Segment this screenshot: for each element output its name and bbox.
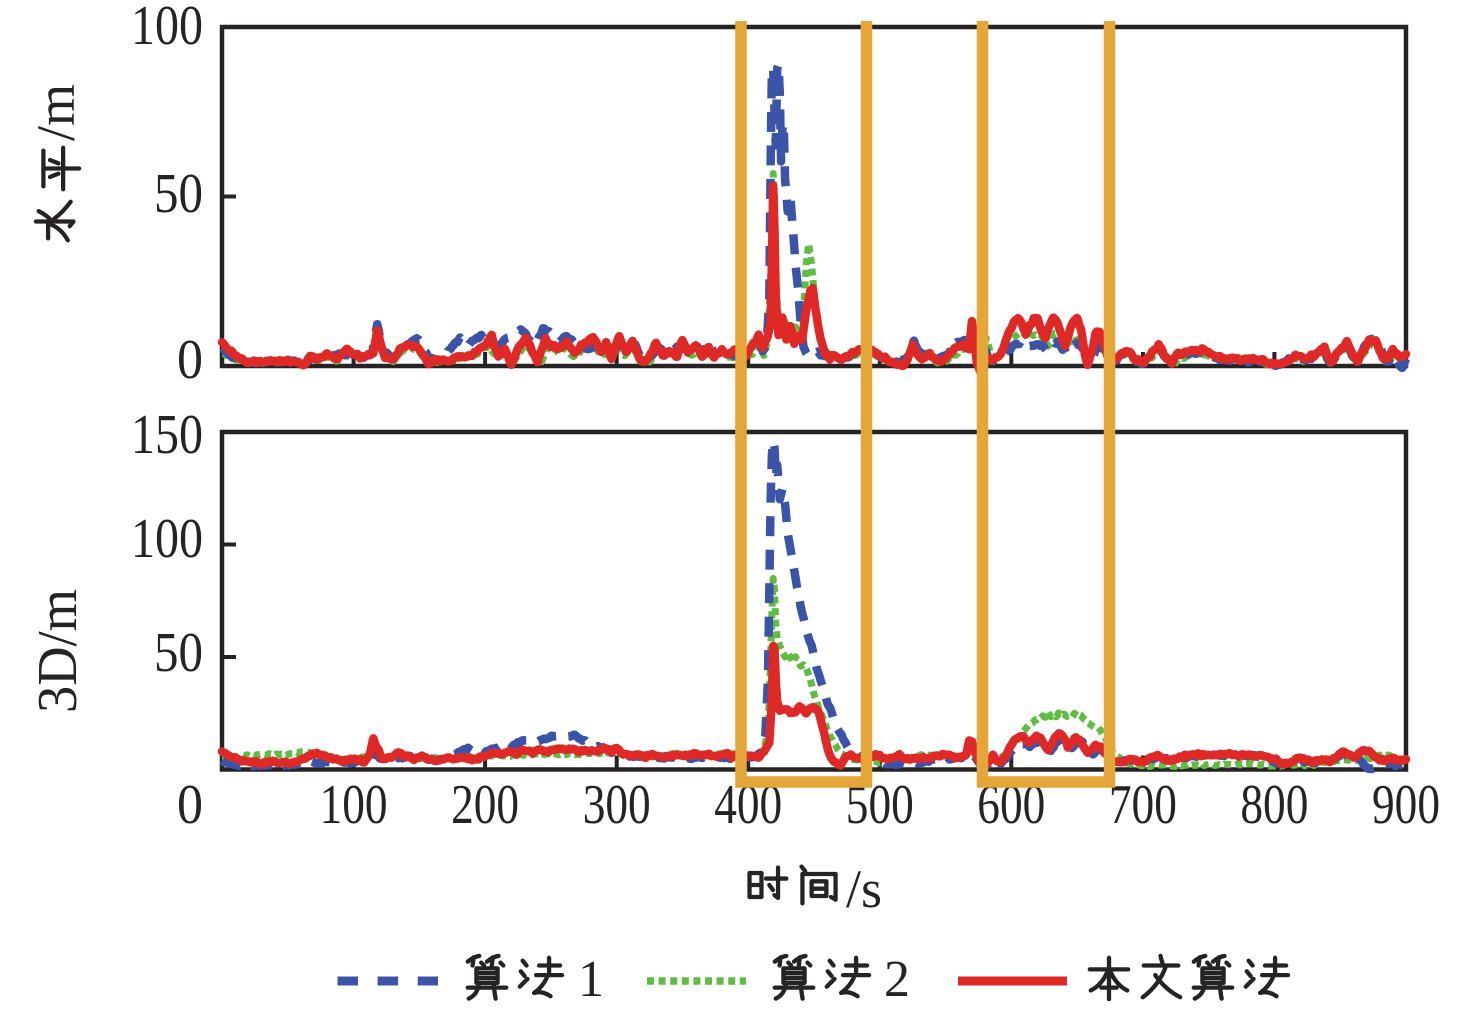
svg-text:1: 1: [578, 951, 604, 1008]
svg-text:100: 100: [320, 774, 388, 836]
svg-text:700: 700: [1109, 774, 1177, 836]
svg-text:2: 2: [884, 951, 910, 1008]
svg-text:3D/m: 3D/m: [27, 589, 89, 713]
svg-text:900: 900: [1372, 774, 1440, 836]
svg-text:50: 50: [154, 163, 203, 225]
svg-text:/s: /s: [846, 859, 882, 919]
svg-text:200: 200: [451, 774, 519, 836]
svg-text:0: 0: [177, 774, 203, 836]
svg-text:/m: /m: [26, 84, 86, 141]
svg-text:0: 0: [177, 329, 203, 391]
svg-text:800: 800: [1240, 774, 1308, 836]
svg-text:100: 100: [131, 0, 203, 57]
svg-text:100: 100: [131, 508, 203, 570]
svg-text:300: 300: [583, 774, 651, 836]
svg-text:150: 150: [131, 404, 203, 466]
svg-text:50: 50: [154, 622, 203, 684]
